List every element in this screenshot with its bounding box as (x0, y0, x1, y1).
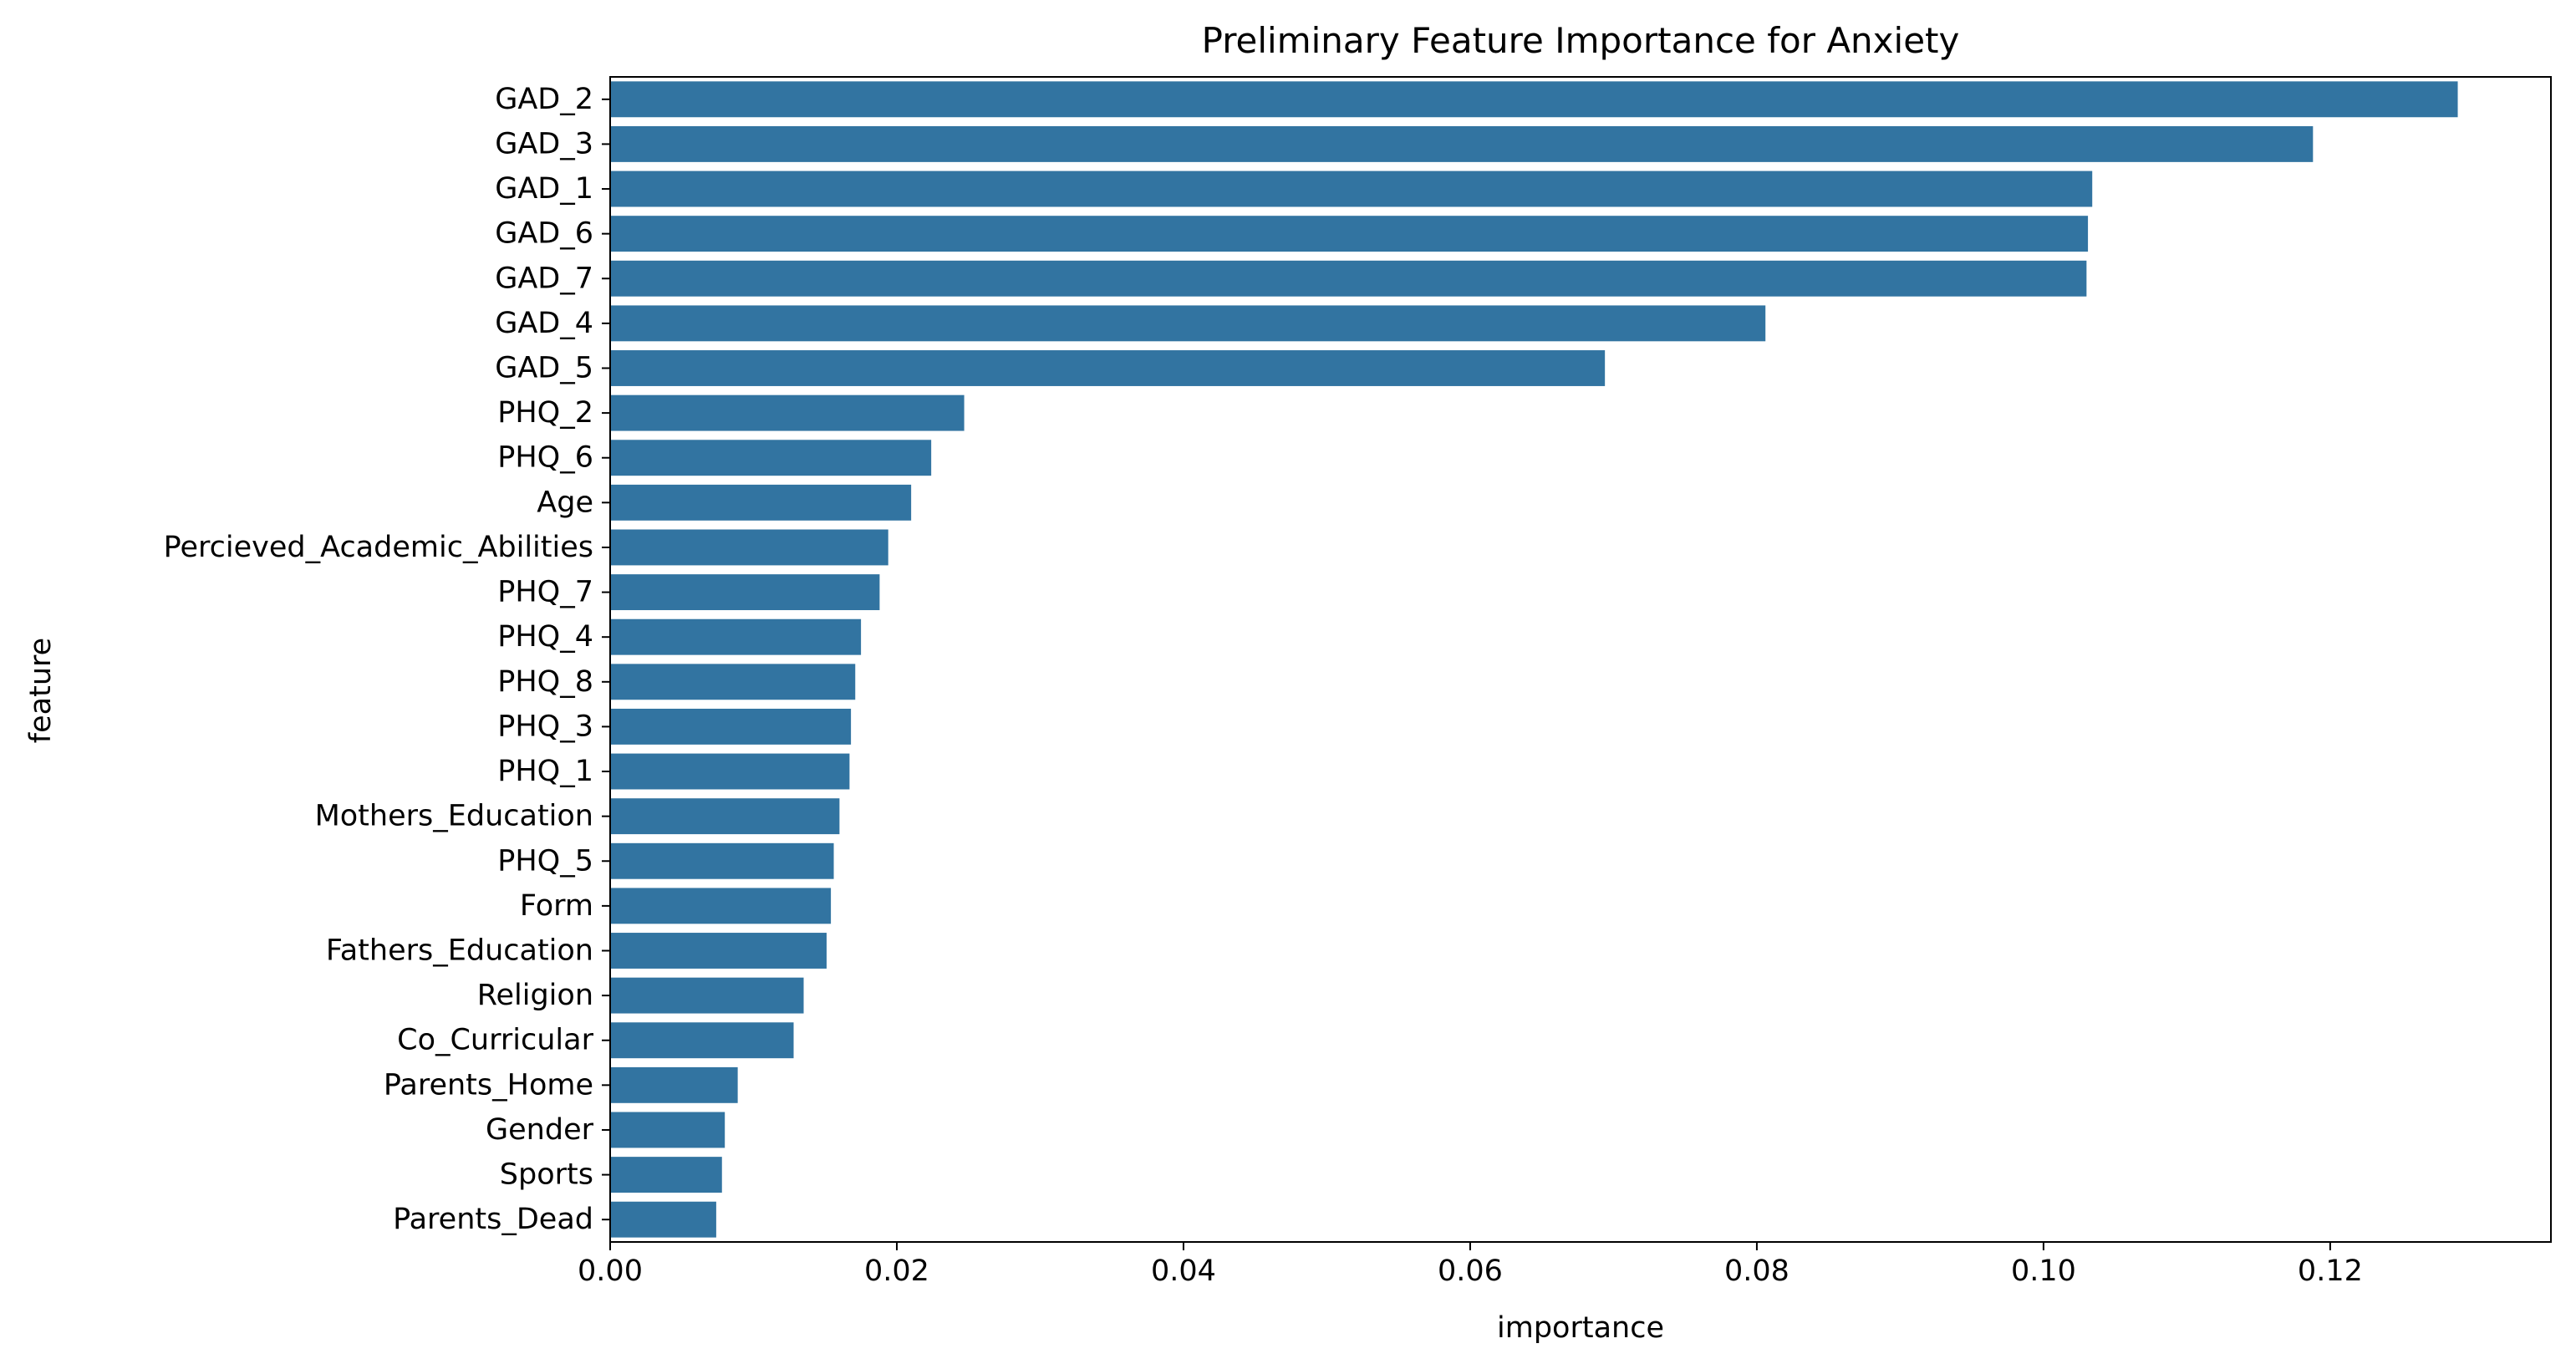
y-tick-label: GAD_4 (495, 307, 593, 340)
y-tick-label: PHQ_4 (497, 620, 593, 654)
y-tick-label: PHQ_5 (497, 844, 593, 878)
y-tick-labels: GAD_2 GAD_3 GAD_1 GAD_6 GAD_7 GAD_4 GAD_5 PHQ_2… (164, 83, 610, 1236)
y-tick-label: GAD_7 (495, 262, 593, 295)
bar-gad-7 (610, 260, 2087, 297)
x-tick-label: 0.08 (1724, 1254, 1789, 1288)
y-tick-label: GAD_1 (495, 172, 593, 206)
y-tick-label: Percieved_Academic_Abilities (164, 531, 593, 564)
y-tick-label: PHQ_8 (497, 665, 593, 699)
bar-phq-3 (610, 708, 852, 745)
bar-gad-3 (610, 125, 2314, 162)
bar-phq-8 (610, 664, 856, 700)
y-tick-label: PHQ_2 (497, 396, 593, 430)
bar-gad-5 (610, 350, 1606, 386)
x-tick-label: 0.02 (864, 1254, 929, 1288)
bar-phq-1 (610, 753, 850, 790)
y-tick-label: Mothers_Education (315, 800, 593, 833)
y-tick-label: PHQ_7 (497, 576, 593, 609)
bar-gender (610, 1112, 725, 1148)
x-tick-label: 0.06 (1438, 1254, 1503, 1288)
plot-border (609, 76, 2552, 1243)
y-tick-label: PHQ_1 (497, 755, 593, 788)
bar-phq-4 (610, 618, 862, 655)
y-tick-label: Form (520, 889, 593, 923)
y-tick-label: PHQ_6 (497, 441, 593, 475)
y-tick-label: GAD_5 (495, 352, 593, 385)
bars-group (610, 81, 2458, 1238)
bar-gad-4 (610, 305, 1766, 342)
bar-parents-dead (610, 1201, 716, 1238)
bar-religion (610, 977, 804, 1014)
x-tick-label: 0.00 (578, 1254, 643, 1288)
bar-phq-7 (610, 574, 880, 611)
bar-gad-6 (610, 216, 2089, 252)
bar-phq-5 (610, 842, 834, 879)
bar-co-curricular (610, 1022, 794, 1059)
y-tick-label: Co_Curricular (397, 1024, 593, 1057)
bar-gad-1 (610, 170, 2093, 207)
y-tick-label: Parents_Dead (393, 1203, 593, 1236)
bar-gad-2 (610, 81, 2458, 118)
bar-fathers-education (610, 933, 827, 969)
y-tick-label: Religion (477, 979, 593, 1012)
axes-frame (609, 76, 2552, 1243)
y-axis-label: feature (24, 638, 58, 743)
bar-percieved-academic-abilities (610, 529, 888, 566)
x-tick-label: 0.10 (2011, 1254, 2076, 1288)
y-tick-label: Age (537, 486, 593, 519)
x-tick-label: 0.12 (2298, 1254, 2363, 1288)
bar-age (610, 484, 912, 521)
y-tick-label: Sports (500, 1158, 593, 1192)
bar-sports (610, 1157, 722, 1193)
y-tick-label: GAD_2 (495, 83, 593, 116)
y-tick-label: GAD_3 (495, 127, 593, 160)
bar-parents-home (610, 1066, 738, 1103)
x-tick-label: 0.04 (1151, 1254, 1216, 1288)
y-tick-label: Parents_Home (384, 1068, 593, 1102)
y-tick-label: GAD_6 (495, 217, 593, 251)
bar-form (610, 888, 832, 924)
bar-mothers-education (610, 798, 840, 835)
bar-phq-6 (610, 440, 932, 476)
x-axis-label: importance (1497, 1311, 1664, 1345)
y-tick-label: Gender (486, 1113, 594, 1147)
x-tick-labels: 0.00 0.02 0.04 0.06 0.08 0.10 0.12 (578, 1242, 2363, 1288)
y-tick-label: PHQ_3 (497, 710, 593, 743)
bar-phq-2 (610, 394, 965, 431)
y-tick-label: Fathers_Education (326, 934, 593, 968)
chart-title: Preliminary Feature Importance for Anxie… (1202, 20, 1960, 61)
